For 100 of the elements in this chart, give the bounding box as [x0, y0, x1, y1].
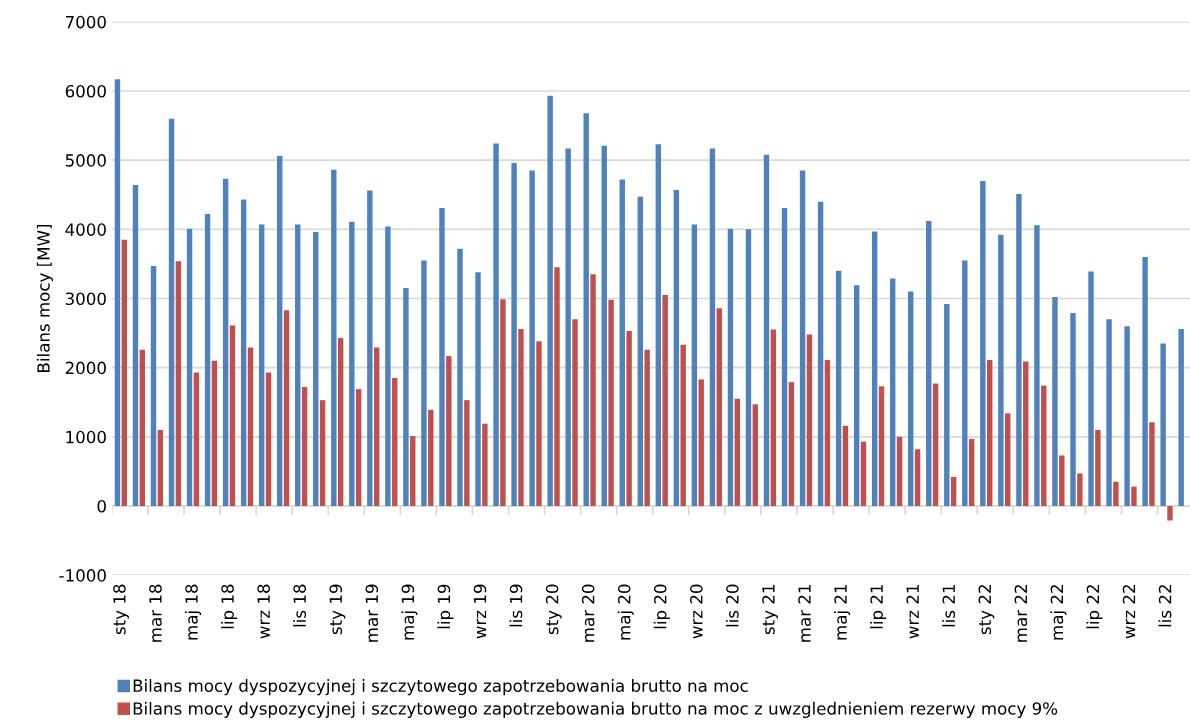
bar [962, 260, 968, 506]
bar [337, 337, 344, 506]
bar [944, 304, 950, 506]
bar [914, 449, 921, 506]
bar [853, 285, 860, 506]
x-tick-label: maj 19 [401, 584, 418, 640]
bar [150, 265, 157, 506]
bar [374, 347, 380, 506]
x-tick-label: sty 22 [978, 585, 995, 635]
bar [860, 441, 867, 506]
bar [421, 260, 427, 506]
y-tick-label: 4000 [65, 223, 106, 236]
bar [428, 409, 434, 506]
bar [229, 325, 236, 506]
bar [932, 383, 939, 506]
bar [1149, 422, 1155, 506]
x-tick-label: lip 19 [437, 584, 454, 629]
bar [1178, 328, 1184, 506]
bar [968, 438, 975, 506]
bar [890, 278, 896, 506]
bar [518, 328, 524, 506]
bar [349, 221, 355, 506]
x-tick-label: sty 18 [113, 584, 129, 635]
x-tick-label: sty 21 [762, 584, 778, 635]
x-tick-label: mar 19 [365, 584, 379, 642]
bar [590, 274, 596, 506]
bar [265, 372, 272, 506]
bar [114, 79, 121, 506]
y-tick-label: 1000 [66, 430, 106, 444]
bar [583, 113, 589, 506]
x-tick-label: lip 18 [220, 584, 238, 629]
bar [475, 272, 481, 506]
x-tick-label: lis 20 [725, 584, 739, 627]
bar [1052, 297, 1058, 506]
x-tick-label: mar 21 [798, 584, 811, 642]
bar [1016, 194, 1022, 506]
bar [1113, 481, 1119, 506]
bar [392, 378, 398, 506]
bar [626, 330, 632, 506]
x-tick-label: maj 22 [1050, 585, 1067, 640]
bar [536, 341, 542, 506]
bar [1131, 486, 1137, 506]
x-tick-label: sty 20 [545, 584, 562, 635]
bar [193, 372, 200, 506]
bar [1070, 313, 1076, 506]
bar [1005, 413, 1011, 506]
bar [385, 226, 391, 506]
legend-label: Bilans mocy dyspozycyjnej i szczytowego zapotrzebowania brutto na moc [133, 679, 748, 696]
bar [367, 190, 373, 506]
bar [222, 178, 229, 506]
x-tick-label: wrz 21 [906, 584, 919, 639]
bar [446, 355, 452, 506]
bar [842, 425, 849, 506]
bar [817, 201, 824, 506]
y-tick-label: 2000 [65, 361, 106, 375]
y-tick-label: 6000 [65, 84, 106, 98]
bar [835, 270, 842, 506]
bar [331, 169, 337, 506]
bar [745, 229, 752, 506]
bar [1059, 455, 1065, 506]
bar [691, 224, 698, 506]
bar [637, 196, 643, 506]
bar [482, 423, 488, 506]
bar [403, 288, 409, 506]
bar [1160, 343, 1166, 506]
bar [698, 379, 704, 506]
bar [799, 170, 806, 506]
bar [1095, 429, 1101, 506]
bar [1124, 326, 1130, 506]
bar [410, 436, 416, 506]
bar [908, 291, 914, 506]
bar [806, 334, 813, 506]
x-tick-label: maj 21 [833, 584, 851, 640]
x-tick-label: wrz 18 [257, 584, 270, 639]
bar [175, 261, 182, 506]
x-tick-label: mar 22 [1014, 585, 1028, 642]
bar [871, 231, 878, 506]
bar [529, 170, 535, 506]
bar [716, 308, 722, 506]
x-tick-label: maj 18 [184, 584, 202, 640]
y-tick-label: 0 [97, 499, 106, 513]
bar [511, 162, 517, 506]
bar [132, 185, 139, 506]
legend-label: Bilans mocy dyspozycyjnej i szczytowego zapotrzebowania brutto na moc z uwzglednieniem rezerwy mocy 9% [133, 701, 1058, 718]
bar [355, 389, 362, 506]
bar [655, 144, 662, 506]
bar [1088, 271, 1094, 506]
bar [619, 179, 625, 506]
bar [896, 436, 903, 506]
bar [283, 310, 290, 506]
bar [211, 360, 218, 506]
bar [139, 349, 146, 506]
bar [1167, 505, 1173, 521]
bar [457, 248, 463, 506]
bar [950, 476, 957, 506]
bar [204, 214, 211, 506]
x-tick-label: mar 20 [581, 584, 595, 642]
bar [662, 295, 668, 506]
bar [980, 180, 986, 506]
bar [247, 347, 254, 506]
